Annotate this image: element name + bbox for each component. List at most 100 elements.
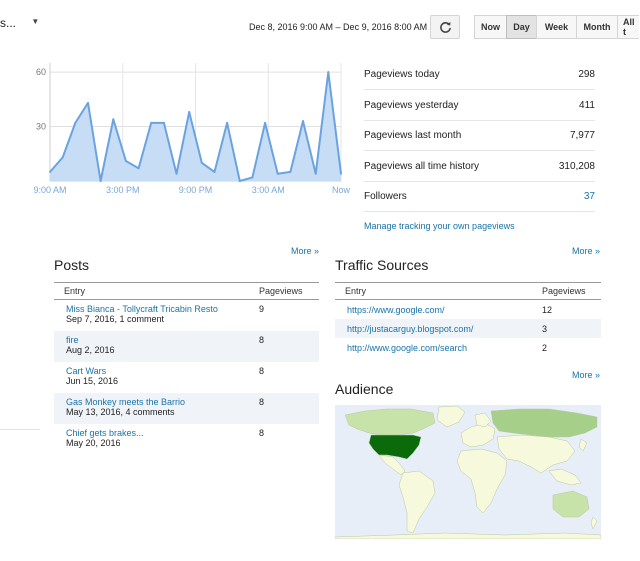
post-title-link[interactable]: Chief gets brakes... [66, 427, 144, 438]
map-region-new-zealand [590, 516, 598, 530]
chart-point [61, 156, 64, 159]
traffic-more-link[interactable]: More » [572, 246, 601, 256]
table-row: http://justacarguy.blogspot.com/ 3 [335, 318, 601, 338]
chart-point [226, 121, 229, 124]
post-meta: May 20, 2016 [66, 437, 121, 448]
range-button-group: Now Day Week Month All t [474, 15, 639, 39]
table-row: Cart Wars Jun 15, 2016 8 [54, 362, 319, 393]
post-meta: Aug 2, 2016 [66, 344, 115, 355]
traffic-pageviews: 2 [542, 342, 548, 353]
chart-x-tick-label: 3:00 PM [106, 185, 140, 195]
chart-point [251, 176, 254, 179]
stat-row-today: Pageviews today 298 [364, 59, 595, 90]
table-row: Chief gets brakes... May 20, 2016 8 [54, 424, 319, 455]
chart-x-tick-label: 3:00 AM [252, 185, 285, 195]
map-region-asia [496, 434, 576, 474]
traffic-pageviews: 3 [542, 323, 548, 334]
range-day-button[interactable]: Day [506, 15, 537, 39]
chart-point [112, 118, 115, 121]
posts-title: Posts [54, 257, 90, 273]
chart-point [188, 111, 191, 114]
stat-value: 298 [578, 68, 595, 80]
column-header-pageviews: Pageviews [529, 282, 601, 300]
range-all-button[interactable]: All t [617, 15, 639, 39]
chart-point [137, 167, 140, 170]
posts-more-link[interactable]: More » [291, 246, 320, 256]
refresh-button[interactable] [430, 15, 460, 39]
chart-point [327, 71, 330, 74]
refresh-icon [439, 21, 451, 33]
chart-y-tick-label: 60 [36, 67, 46, 77]
map-region-canada [344, 408, 436, 436]
audience-world-map [335, 405, 601, 539]
traffic-source-link[interactable]: http://www.google.com/search [347, 342, 468, 353]
stat-label: Pageviews today [364, 68, 440, 80]
chart-x-tick-label: 9:00 AM [33, 185, 66, 195]
post-meta: Jun 15, 2016 [66, 375, 119, 386]
range-week-button[interactable]: Week [536, 15, 577, 39]
audience-title: Audience [335, 381, 394, 397]
stat-row-all-time: Pageviews all time history 310,208 [364, 151, 595, 182]
traffic-sources-title: Traffic Sources [335, 257, 429, 273]
traffic-table: Entry Pageviews https://www.google.com/ … [335, 282, 601, 357]
stat-value: 7,977 [569, 129, 595, 141]
chart-point [162, 121, 165, 124]
map-region-scandinavia [474, 412, 492, 428]
chart-point [340, 172, 342, 175]
traffic-source-link[interactable]: https://www.google.com/ [347, 305, 445, 315]
stat-label: Pageviews yesterday [364, 99, 459, 111]
date-range-label: Dec 8, 2016 9:00 AM – Dec 9, 2016 8:00 A… [249, 22, 428, 32]
traffic-header-row: Entry Pageviews [335, 282, 601, 300]
chart-y-tick-label: 30 [36, 122, 46, 132]
map-region-antarctica [335, 532, 601, 539]
post-title-link[interactable]: Miss Bianca - Tollycraft Tricabin Resto [66, 304, 218, 314]
caret-down-icon: ▼ [31, 17, 40, 26]
chart-point [264, 121, 267, 124]
chart-point [276, 172, 279, 175]
table-row: fire Aug 2, 2016 8 [54, 330, 319, 362]
blog-selector-label: s... [0, 16, 17, 30]
followers-count-link[interactable]: 37 [583, 190, 595, 202]
map-region-africa [456, 448, 508, 514]
audience-more-link[interactable]: More » [572, 370, 601, 380]
range-month-button[interactable]: Month [576, 15, 618, 39]
chart-point [86, 101, 89, 104]
chart-series-line [49, 71, 342, 182]
column-header-pageviews: Pageviews [249, 282, 319, 300]
blog-selector[interactable]: s... ▼ [0, 16, 39, 30]
map-region-russia [490, 408, 598, 438]
chart-point [74, 121, 77, 124]
map-region-south-america [398, 470, 436, 534]
range-now-button[interactable]: Now [474, 15, 507, 39]
stat-value: 310,208 [558, 160, 595, 172]
post-title-link[interactable]: fire [66, 334, 79, 345]
post-pageviews: 8 [259, 396, 265, 407]
chart-point [289, 170, 292, 173]
map-region-japan [578, 438, 588, 452]
chart-point [302, 120, 305, 123]
traffic-source-link[interactable]: http://justacarguy.blogspot.com/ [347, 323, 474, 334]
chart-point [200, 161, 203, 164]
chart-point [213, 170, 216, 173]
stat-row-followers: Followers 37 [364, 181, 595, 212]
chart-x-tick-label: 9:00 PM [179, 185, 213, 195]
stat-label: Pageviews all time history [364, 160, 480, 172]
stat-label: Followers [364, 190, 407, 202]
map-region-australia [552, 490, 590, 518]
chart-point [99, 180, 102, 182]
column-header-entry: Entry [335, 282, 529, 300]
chart-point [124, 160, 127, 163]
map-region-europe [460, 422, 496, 448]
post-title-link[interactable]: Gas Monkey meets the Barrio [66, 396, 186, 407]
stat-label: Pageviews last month [364, 129, 462, 141]
post-title-link[interactable]: Cart Wars [66, 365, 107, 376]
post-pageviews: 8 [259, 365, 265, 376]
posts-header-row: Entry Pageviews [54, 282, 319, 300]
chart-point [175, 172, 178, 175]
map-region-southeast-asia [548, 468, 582, 486]
chart-point [314, 172, 317, 175]
traffic-pageviews: 12 [542, 305, 553, 315]
chart-x-tick-label: Now [332, 185, 351, 195]
manage-tracking-link[interactable]: Manage tracking your own pageviews [364, 221, 515, 231]
map-region-usa [368, 434, 422, 460]
